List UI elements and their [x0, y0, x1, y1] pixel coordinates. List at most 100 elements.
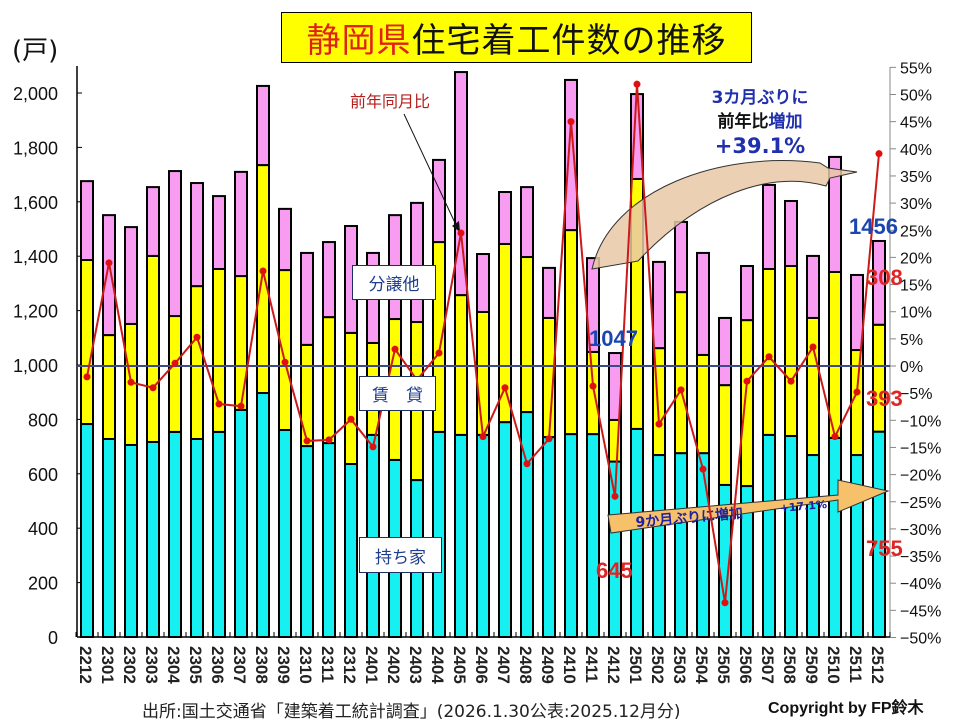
y2-tick-label: −20% [900, 468, 941, 485]
y-tick-label: 600 [28, 465, 58, 485]
yoy-point-2507 [765, 353, 773, 361]
yoy-point-2510 [831, 433, 839, 441]
y2-tick-label: −45% [900, 603, 941, 620]
legend-label-mochiie: 持ち家 [359, 537, 442, 573]
yoy-line [83, 80, 883, 607]
y2-tick-label: 25% [900, 223, 932, 240]
x-tick-label-2508: 2508 [780, 646, 799, 684]
x-tick-label-2411: 2411 [582, 646, 601, 683]
bar-mochiie-2508 [784, 434, 798, 638]
x-tick-label-2406: 2406 [472, 646, 491, 684]
chart-title: 静岡県 住宅着工件数の推移 [281, 12, 752, 63]
bar-mochiie-2404 [432, 430, 446, 638]
bar-bunjo-2505 [718, 316, 732, 387]
y2-tick-label: 50% [900, 88, 932, 105]
bar-bunjo-2310 [300, 251, 314, 346]
bar-bunjo-2311 [322, 241, 336, 319]
bar-mochiie-2401 [366, 433, 380, 638]
x-tick-label-2311: 2311 [318, 646, 337, 683]
yoy-point-2406 [479, 433, 487, 441]
bar-bunjo-2506 [740, 264, 754, 322]
bar-bunjo-2504 [696, 251, 710, 356]
x-tick-label-2506: 2506 [736, 646, 755, 684]
x-tick-label-2509: 2509 [802, 646, 821, 684]
bar-mochiie-2504 [696, 452, 710, 638]
callout-total-2512: 1456 [849, 214, 898, 239]
bar-mochiie-2212 [80, 423, 94, 638]
yoy-point-2302 [127, 378, 135, 386]
y2-tick-label: 0% [900, 359, 923, 376]
bar-bunjo-2509 [806, 254, 820, 319]
bar-chintai-2411 [586, 350, 600, 436]
x-tick-label-2510: 2510 [824, 646, 843, 684]
legend-label-chintai: 賃 貸 [359, 376, 436, 411]
bar-bunjo-2408 [520, 186, 534, 259]
bar-bunjo-2309 [278, 207, 292, 272]
bar-chintai-2508 [784, 264, 798, 437]
bar-bunjo-2403 [410, 201, 424, 324]
top-note-line2: 前年比増加 [717, 112, 803, 132]
yoy-point-2303 [149, 384, 157, 392]
bar-chintai-2304 [168, 315, 182, 433]
yoy-pointer-arrowhead [452, 221, 460, 232]
bar-bunjo-2308 [256, 84, 270, 167]
yoy-point-2401 [369, 443, 377, 451]
top-note-line3: +39.1% [714, 134, 806, 158]
y-tick-label: 1,000 [13, 356, 58, 376]
y2-tick-label: 15% [900, 278, 932, 295]
bar-chintai-2504 [696, 353, 710, 455]
yoy-point-2410 [567, 118, 575, 126]
y2-tick-label: −35% [900, 549, 941, 566]
bar-chintai-2506 [740, 319, 754, 488]
bar-mochiie-2303 [146, 440, 160, 639]
bar-bunjo-2307 [234, 170, 248, 278]
yoy-pointer-line [403, 113, 457, 226]
yoy-line-label: 前年同月比 [350, 92, 431, 111]
bar-bunjo-2304 [168, 170, 182, 318]
x-tick-label-2305: 2305 [186, 646, 205, 684]
bar-mochiie-2308 [256, 392, 270, 638]
yoy-point-2404 [435, 349, 443, 357]
yoy-point-2506 [743, 377, 751, 385]
title-main: 住宅着工件数の推移 [411, 21, 727, 61]
bar-chintai-2301 [102, 334, 116, 440]
bar-bunjo-2303 [146, 186, 160, 257]
x-tick-label-2505: 2505 [714, 646, 733, 684]
bar-chintai-2307 [234, 275, 248, 411]
yoy-point-2511 [853, 388, 861, 396]
bar-mochiie-2304 [168, 430, 182, 638]
y2-tick-label: 35% [900, 169, 932, 186]
bar-mochiie-2302 [124, 443, 138, 638]
y2-tick-label: 30% [900, 196, 932, 213]
bar-bunjo-2306 [212, 195, 226, 270]
bar-chintai-2509 [806, 316, 820, 457]
yoy-point-2411 [589, 382, 597, 390]
bar-mochiie-2307 [234, 408, 248, 638]
x-tick-label-2503: 2503 [670, 646, 689, 684]
x-tick-label-2401: 2401 [362, 646, 381, 684]
bar-mochiie-2301 [102, 437, 116, 639]
bar-bunjo-2301 [102, 214, 116, 337]
bar-mochiie-2406 [476, 433, 490, 638]
callout-bunjo-2512: 308 [866, 265, 903, 290]
x-tick-label-2501: 2501 [626, 646, 645, 684]
y2-tick-label: 20% [900, 250, 932, 267]
x-tick-label-2404: 2404 [428, 646, 447, 684]
x-tick-label-2304: 2304 [164, 646, 183, 684]
bar-mochiie-2306 [212, 430, 226, 638]
bar-bunjo-2507 [762, 183, 776, 270]
yoy-point-2502 [655, 420, 663, 428]
bar-mochiie-2509 [806, 454, 820, 639]
bar-mochiie-2511 [850, 454, 864, 639]
y2-tick-label: −25% [900, 495, 941, 512]
title-prefecture: 静岡県 [306, 21, 412, 61]
callout-chintai-2512: 393 [866, 386, 903, 411]
y2-tick-labels: −50% −45% −40% −35% −30% −25% −20% −15% −10% −5% 0… [900, 60, 941, 647]
y2-tick-label: −40% [900, 576, 941, 593]
yoy-point-2304 [171, 359, 179, 367]
callout-mochiie-2512: 755 [866, 536, 903, 561]
y-tick-label: 0 [48, 628, 58, 648]
yoy-point-2402 [391, 345, 399, 353]
bar-chintai-2310 [300, 343, 314, 448]
y-tick-label: 1,400 [13, 247, 58, 267]
